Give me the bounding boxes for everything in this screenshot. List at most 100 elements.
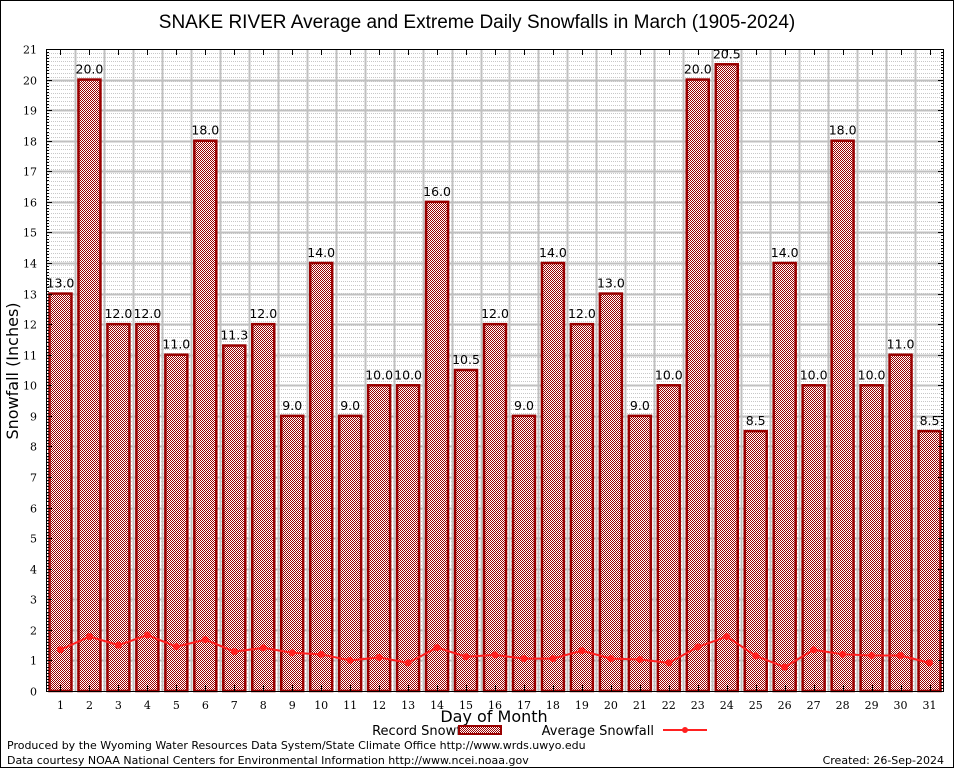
average-line: [56, 631, 934, 671]
x-tick-label: 8: [260, 699, 267, 712]
average-point-day-21: [636, 656, 644, 664]
bar-record-day-12: [366, 384, 392, 693]
average-point-day-15: [462, 653, 470, 661]
y-tick-label: 10: [23, 380, 37, 393]
bar-value-label: 11.0: [887, 337, 915, 352]
x-tick-label: 5: [173, 699, 180, 712]
x-tick-label: 18: [546, 699, 560, 712]
bar-record-day-25: [743, 429, 768, 693]
bar-value-label: 8.5: [746, 413, 766, 428]
x-tick-label: 27: [807, 699, 821, 712]
legend: Record Snowfall Average Snowfall: [372, 724, 707, 739]
average-point-day-26: [781, 663, 789, 671]
legend-record-label: Record Snowfall: [372, 724, 476, 739]
x-tick-label: 3: [115, 699, 122, 712]
bar-record-day-29: [859, 384, 884, 693]
legend-average-marker: [682, 727, 688, 733]
x-tick-label: 6: [202, 699, 209, 712]
bar-record-day-17: [511, 414, 537, 693]
bar-record-day-6: [193, 139, 218, 693]
x-tick-label: 20: [604, 699, 618, 712]
x-tick-label: 28: [836, 699, 850, 712]
y-tick-label: 8: [30, 441, 37, 454]
bar-value-label: 11.3: [220, 328, 248, 343]
bar-record-day-27: [801, 384, 826, 693]
bar-value-label: 13.0: [597, 276, 625, 291]
bar-value-label: 12.0: [133, 306, 161, 321]
x-tick-label: 17: [517, 699, 531, 712]
bar-value-label: 14.0: [539, 245, 567, 260]
x-tick-label: 30: [894, 699, 908, 712]
y-tick-label: 15: [23, 227, 37, 240]
x-tick-label: 15: [459, 699, 473, 712]
average-point-day-2: [85, 633, 93, 641]
x-tick-label: 16: [488, 699, 502, 712]
bar-value-label: 14.0: [307, 245, 335, 260]
x-tick-label: 10: [314, 699, 328, 712]
average-point-day-31: [926, 659, 934, 667]
bar-value-label: 20.0: [76, 62, 104, 77]
average-point-day-18: [549, 655, 557, 663]
average-point-day-23: [694, 643, 702, 651]
x-tick-label: 9: [289, 699, 296, 712]
average-point-day-28: [839, 650, 847, 658]
average-point-day-7: [230, 648, 238, 656]
bar-record-day-3: [106, 322, 131, 693]
bar-value-label: 16.0: [423, 184, 451, 199]
y-tick-label: 13: [23, 289, 37, 302]
average-point-day-10: [317, 650, 325, 658]
y-tick-label: 0: [30, 686, 37, 699]
bar-record-day-13: [395, 384, 421, 693]
y-tick-label: 16: [23, 197, 37, 210]
average-point-day-1: [56, 646, 64, 654]
y-tick-label: 7: [30, 472, 37, 485]
x-tick-label: 29: [865, 699, 879, 712]
average-point-day-5: [172, 643, 180, 651]
y-tick-label: 5: [30, 533, 37, 546]
bar-value-label: 10.0: [365, 367, 393, 382]
average-point-day-9: [288, 649, 296, 657]
average-point-day-11: [346, 656, 354, 664]
bar-value-label: 10.0: [655, 367, 683, 382]
x-tick-label: 26: [778, 699, 792, 712]
average-point-day-12: [375, 653, 383, 661]
bar-record-day-31: [917, 429, 942, 693]
y-axis-label: Snowfall (Inches): [3, 302, 22, 439]
bar-record-day-8: [251, 322, 276, 693]
y-tick-label: 4: [30, 564, 37, 577]
bar-value-label: 18.0: [829, 123, 857, 138]
bar-value-label: 9.0: [282, 398, 302, 413]
average-point-day-8: [259, 644, 267, 652]
x-tick-label: 11: [343, 699, 357, 712]
average-point-day-14: [433, 644, 441, 652]
chart-title: SNAKE RIVER Average and Extreme Daily Sn…: [159, 12, 795, 33]
average-point-day-6: [201, 636, 209, 644]
footer-data-source: Data courtesy NOAA National Centers for …: [7, 754, 529, 767]
x-tick-label: 31: [923, 699, 937, 712]
average-point-day-25: [752, 652, 760, 660]
x-tick-label: 14: [430, 699, 444, 712]
bar-value-label: 10.0: [858, 367, 886, 382]
x-tick-label: 22: [662, 699, 676, 712]
y-tick-label: 17: [23, 166, 37, 179]
x-tick-label: 12: [372, 699, 386, 712]
bar-value-label: 10.0: [394, 367, 422, 382]
average-point-day-4: [143, 631, 151, 639]
bar-value-label: 9.0: [340, 398, 360, 413]
average-point-day-13: [404, 659, 412, 667]
bar-value-label: 9.0: [630, 398, 650, 413]
bar-record-day-30: [888, 353, 913, 693]
y-tick-label: 1: [30, 655, 37, 668]
average-point-day-27: [810, 646, 818, 654]
x-tick-label: 2: [86, 699, 93, 712]
average-point-day-29: [868, 652, 876, 660]
bar-record-day-1: [48, 292, 73, 693]
x-tick-label: 13: [401, 699, 415, 712]
y-tick-label: 18: [23, 136, 37, 149]
y-tick-label: 3: [30, 594, 37, 607]
bar-value-label: 13.0: [47, 276, 75, 291]
legend-average-label: Average Snowfall: [542, 724, 654, 739]
